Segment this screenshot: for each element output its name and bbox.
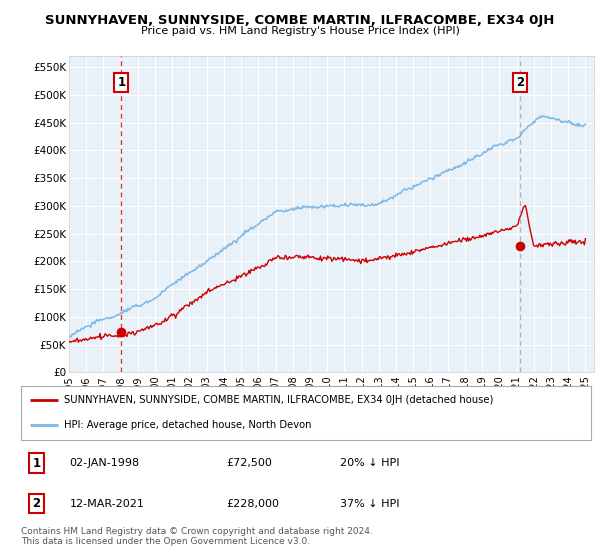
Text: £228,000: £228,000 [226, 498, 279, 508]
Text: 1: 1 [117, 76, 125, 90]
Text: 12-MAR-2021: 12-MAR-2021 [70, 498, 145, 508]
Text: SUNNYHAVEN, SUNNYSIDE, COMBE MARTIN, ILFRACOMBE, EX34 0JH: SUNNYHAVEN, SUNNYSIDE, COMBE MARTIN, ILF… [46, 14, 554, 27]
Text: 20% ↓ HPI: 20% ↓ HPI [340, 458, 400, 468]
Text: £72,500: £72,500 [226, 458, 272, 468]
Text: 37% ↓ HPI: 37% ↓ HPI [340, 498, 400, 508]
Text: 02-JAN-1998: 02-JAN-1998 [70, 458, 140, 468]
Text: SUNNYHAVEN, SUNNYSIDE, COMBE MARTIN, ILFRACOMBE, EX34 0JH (detached house): SUNNYHAVEN, SUNNYSIDE, COMBE MARTIN, ILF… [64, 395, 493, 405]
Text: HPI: Average price, detached house, North Devon: HPI: Average price, detached house, Nort… [64, 419, 311, 430]
Text: 1: 1 [32, 456, 41, 470]
Text: Price paid vs. HM Land Registry's House Price Index (HPI): Price paid vs. HM Land Registry's House … [140, 26, 460, 36]
Text: Contains HM Land Registry data © Crown copyright and database right 2024.
This d: Contains HM Land Registry data © Crown c… [21, 526, 373, 546]
Text: 2: 2 [32, 497, 41, 510]
Text: 2: 2 [516, 76, 524, 90]
